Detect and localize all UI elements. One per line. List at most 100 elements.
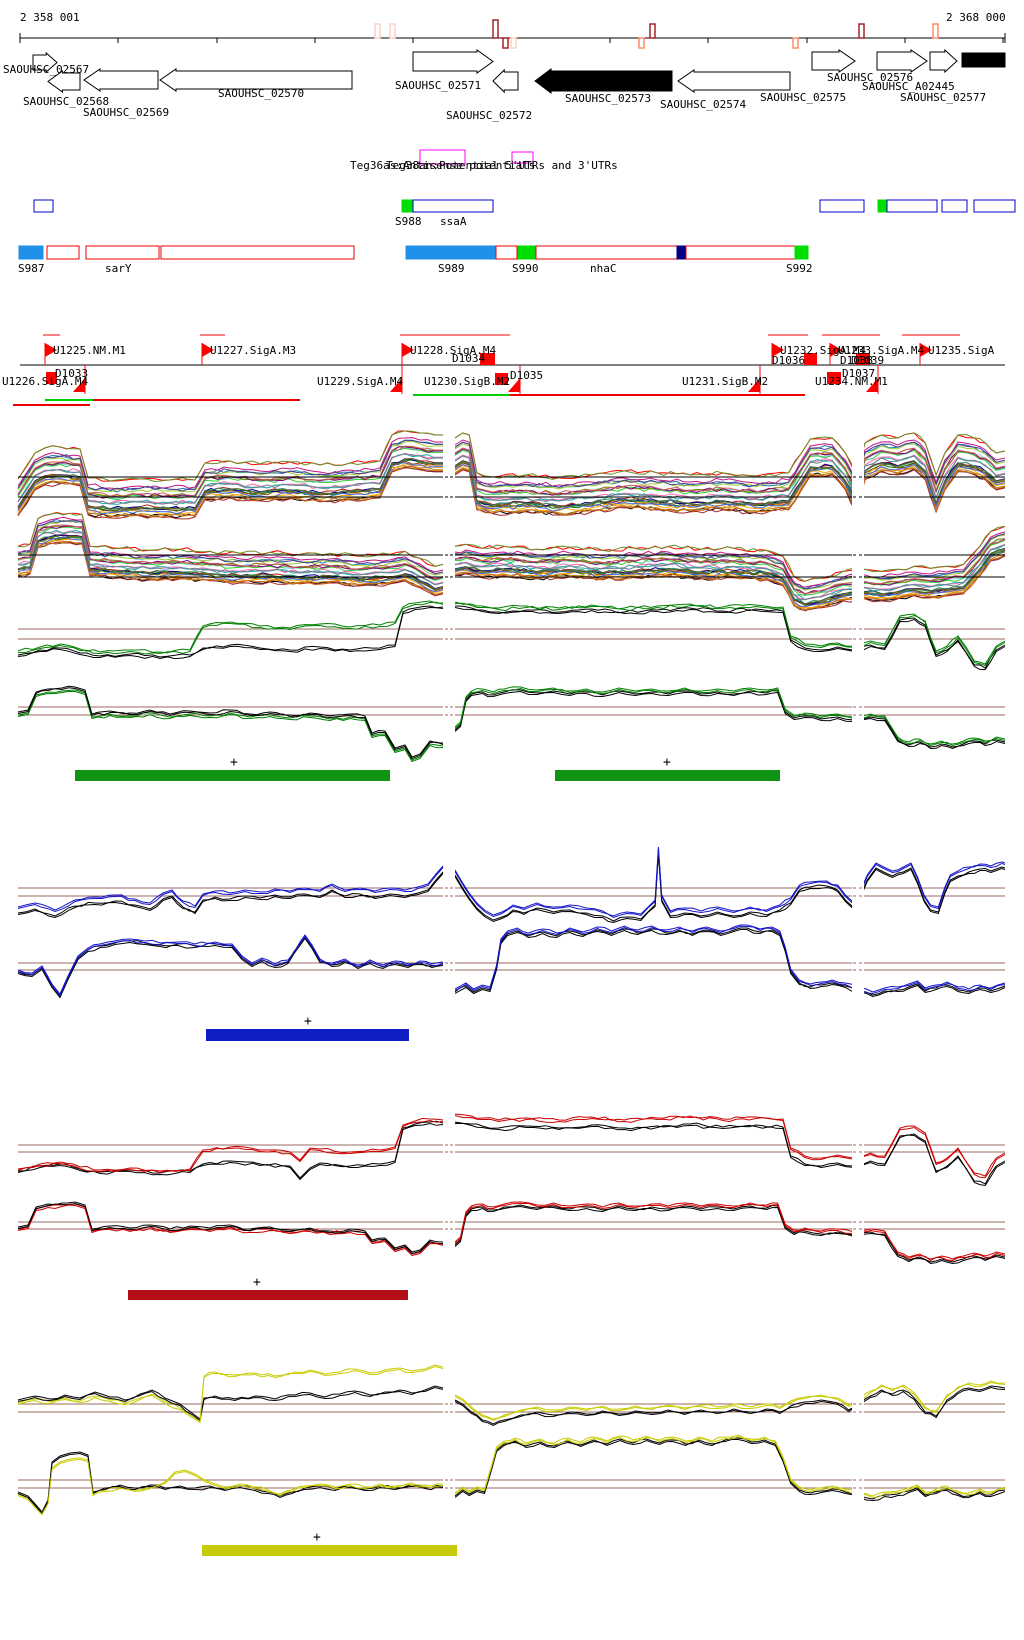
tss-up-flag-U1232.SigA.M4[interactable] <box>772 343 784 357</box>
expr-black <box>454 1122 1006 1187</box>
expr-series <box>454 464 1006 512</box>
feature-box-14[interactable] <box>517 245 536 260</box>
gene-arrow-SAOUHSC_02568[interactable] <box>47 70 81 93</box>
variant-tick[interactable] <box>858 23 865 39</box>
expr-series <box>17 541 444 597</box>
ruler-start-coordinate: 2 358 001 <box>20 11 80 24</box>
tss-up-flag-U1227.SigA.M3[interactable] <box>202 343 214 357</box>
variant-tick[interactable] <box>649 23 656 39</box>
gene-arrow-SAOUHSC_02569[interactable] <box>83 68 159 92</box>
variant-tick[interactable] <box>374 23 381 39</box>
expr-black <box>454 1437 1006 1500</box>
tss-dbox-D1038[interactable] <box>856 353 870 365</box>
expr-series <box>454 538 1006 595</box>
expr-series <box>454 441 1006 488</box>
tss-down-flag-U1231.SigB.M2[interactable] <box>748 378 760 392</box>
feature-box-12[interactable] <box>405 245 496 260</box>
variant-tick[interactable] <box>638 37 645 49</box>
expr-black <box>454 929 1006 998</box>
gene-label-SAOUHSC_02568: SAOUHSC_02568 <box>23 95 110 108</box>
variant-tick[interactable] <box>389 23 396 39</box>
gene-arrow-SAOUHSC_02575[interactable] <box>811 49 856 73</box>
gene-arrow-SAOUHSC_02572[interactable] <box>492 68 519 94</box>
feature-box-7[interactable] <box>973 199 1016 213</box>
tss-label-D1037: D1037 <box>842 367 876 380</box>
expr-condition-blue <box>454 924 1006 993</box>
tss-dbox-D1037[interactable] <box>827 372 841 384</box>
expr-condition-green <box>454 686 1006 745</box>
feature-box-15[interactable] <box>535 245 678 260</box>
condition-bar-2[interactable] <box>206 1029 409 1041</box>
feature-box-10[interactable] <box>85 245 160 260</box>
expr-condition-blue <box>17 934 444 995</box>
gene-arrow-SAOUHSC_02567[interactable] <box>32 51 58 74</box>
tss-dbox-D1034[interactable] <box>480 353 495 365</box>
tss-down-flag-U1226.SigA.M4[interactable] <box>73 378 85 392</box>
gene-arrow-SAOUHSC_02577[interactable] <box>961 52 1006 68</box>
gene-arrow-SAOUHSC_02574[interactable] <box>677 69 791 93</box>
array-gap <box>852 838 864 1012</box>
expr-black <box>17 1452 444 1515</box>
feature-box-16[interactable] <box>676 245 687 260</box>
gene-ssaA-label: ssaA <box>440 215 467 228</box>
tss-label-D1034: D1034 <box>452 352 486 365</box>
feature-box-18[interactable] <box>794 245 809 260</box>
expr-series <box>454 544 1006 601</box>
expr-black <box>17 1451 444 1513</box>
variant-tick[interactable] <box>510 37 517 49</box>
tss-up-flag-U1228.SigA.M4[interactable] <box>402 343 414 357</box>
tss-dbox-D1036[interactable] <box>804 353 817 365</box>
gene-label-SAOUHSC_02576: SAOUHSC_02576 <box>827 71 914 84</box>
expr-series <box>17 453 443 506</box>
tss-up-flag-U1235.SigA[interactable] <box>920 343 932 357</box>
expr-black <box>17 1202 444 1255</box>
feature-box-5[interactable] <box>886 199 938 213</box>
condition-bar-4[interactable] <box>202 1545 457 1556</box>
tss-dbox-D1033[interactable] <box>46 372 57 384</box>
feature-box-0[interactable] <box>33 199 54 213</box>
variant-tick[interactable] <box>502 37 509 49</box>
variant-tick[interactable] <box>932 23 939 39</box>
expr-condition-yellow <box>17 1458 444 1516</box>
teg-utr-box-0[interactable] <box>419 149 466 165</box>
srna-S988-label: S988 <box>395 215 422 228</box>
gene-nhaC-label: nhaC <box>590 262 617 275</box>
feature-box-1[interactable] <box>401 199 414 213</box>
condition-bar-3[interactable] <box>128 1290 408 1300</box>
expr-condition-red <box>17 1204 444 1257</box>
expr-condition-red <box>454 1115 1006 1179</box>
feature-box-13[interactable] <box>495 245 518 260</box>
expr-black <box>17 873 444 919</box>
feature-box-8[interactable] <box>18 245 44 260</box>
gene-arrow-SAOUHSC_02571[interactable] <box>412 49 494 74</box>
gene-arrow-SAOUHSC_02576[interactable] <box>876 49 928 73</box>
expr-black <box>454 1205 1006 1265</box>
gene-arrow-SAOUHSC_02570[interactable] <box>159 68 353 92</box>
tss-down-flag-U1229.SigA.M4[interactable] <box>390 378 402 392</box>
tss-down-flag-U1230.SigB.M2[interactable] <box>508 378 520 392</box>
feature-box-3[interactable] <box>819 199 865 213</box>
feature-box-9[interactable] <box>46 245 80 260</box>
condition-bar-0[interactable] <box>75 770 390 781</box>
expr-condition-green <box>17 691 444 763</box>
condition-bar-1[interactable] <box>555 770 780 781</box>
gene-arrow-SAOUHSC_A02445[interactable] <box>929 48 958 74</box>
feature-box-4[interactable] <box>877 199 888 213</box>
teg38an-label: Teg38an:Potential 5'UTRs and 3'UTRs <box>386 159 618 172</box>
gene-label-SAOUHSC_02570: SAOUHSC_02570 <box>218 87 305 100</box>
feature-box-17[interactable] <box>685 245 796 260</box>
gene-sarY-label: sarY <box>105 262 132 275</box>
tss-down-flag-U1234.NM.M1[interactable] <box>866 378 878 392</box>
gene-arrow-SAOUHSC_02573[interactable] <box>534 68 673 94</box>
feature-box-11[interactable] <box>160 245 355 260</box>
tss-up-flag-U1233.SigA.M4[interactable] <box>830 343 842 357</box>
feature-box-2[interactable] <box>412 199 494 213</box>
feature-box-6[interactable] <box>941 199 968 213</box>
tss-label-U1225.NM.M1: U1225.NM.M1 <box>53 344 126 357</box>
variant-tick[interactable] <box>792 37 799 49</box>
tss-up-flag-U1225.NM.M1[interactable] <box>45 343 57 357</box>
variant-tick[interactable] <box>492 19 499 39</box>
tss-dbox-D1035[interactable] <box>495 373 508 385</box>
expr-black <box>454 1121 1006 1185</box>
teg-utr-box-1[interactable] <box>511 151 534 164</box>
